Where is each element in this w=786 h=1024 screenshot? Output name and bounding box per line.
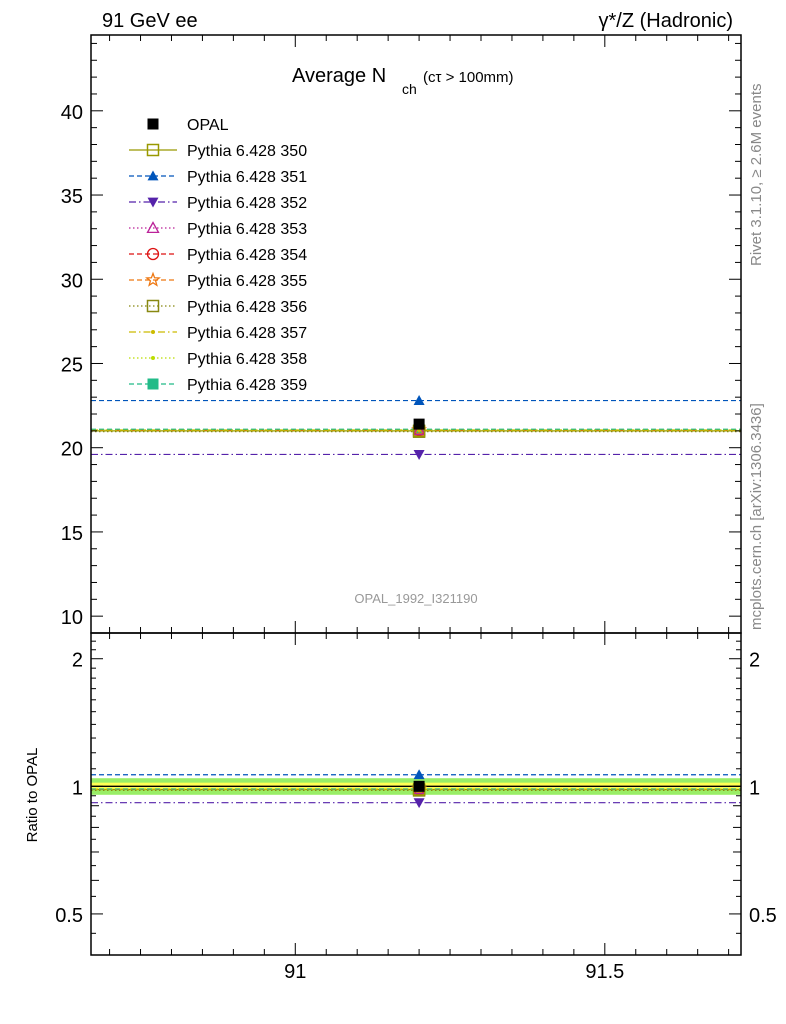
xtick-label: 91.5 [585,961,624,983]
legend-marker [147,170,159,181]
legend-marker [151,356,155,360]
ratio-ytick-label-left: 1 [72,777,83,799]
main-ytick-label: 35 [61,186,83,208]
legend-label: Pythia 6.428 358 [187,351,307,368]
ratio-ytick-label-left: 2 [72,650,83,672]
main-ytick-label: 40 [61,102,83,124]
ratio-ytick-label-left: 0.5 [55,905,83,927]
legend-marker [146,299,160,313]
series-2-main-marker [413,395,425,405]
ratio-panel-frame [90,632,742,956]
series-0-main-marker [413,418,425,430]
legend-marker [147,118,159,130]
legend-label: Pythia 6.428 355 [187,273,307,290]
series-3-ratio-marker [413,798,425,809]
analysis-watermark: OPAL_1992_I321190 [354,591,477,606]
title-subscript: ch [402,81,417,97]
legend-item: Pythia 6.428 359 [129,377,307,394]
ratio-ytick-label-right: 0.5 [749,905,777,927]
series-markers [411,395,428,809]
legend: OPAL Pythia 6.428 350 Pythia 6.428 351 Pyth… [129,117,307,394]
legend-marker [147,378,159,390]
legend-item: Pythia 6.428 350 [129,143,307,160]
legend-label: OPAL [187,117,229,134]
axis-ticks [91,35,741,956]
plot-frames [90,34,742,956]
legend-item: Pythia 6.428 353 [129,221,307,238]
legend-item: Pythia 6.428 357 [129,325,307,342]
legend-marker [151,330,155,334]
ratio-ytick-label-right: 1 [749,777,760,799]
legend-item: Pythia 6.428 355 [129,271,307,290]
series-3-main-marker [413,450,425,460]
main-ytick-label: 10 [61,607,83,629]
legend-item: Pythia 6.428 358 [129,351,307,368]
legend-marker [146,143,160,157]
main-ytick-label: 15 [61,523,83,545]
ratio-y-label: Ratio to OPAL [24,748,41,843]
legend-marker [146,247,160,261]
legend-item: Pythia 6.428 354 [129,247,307,264]
legend-label: Pythia 6.428 359 [187,377,307,394]
legend-label: Pythia 6.428 354 [187,247,307,264]
legend-item: Pythia 6.428 351 [129,169,307,186]
title-condition: (cτ > 100mm) [423,69,514,86]
axis-tick-labels: 10 15 20 25 30 35 40 91 91.5 0.5 0.5 1 1 2 2 [55,102,777,983]
legend-label: Pythia 6.428 353 [187,221,307,238]
main-ytick-label: 30 [61,270,83,292]
main-ytick-label: 25 [61,354,83,376]
ratio-ytick-label-right: 2 [749,650,760,672]
header-left: 91 GeV ee [102,10,198,32]
mcplots-text: mcplots.cern.ch [arXiv:1306.3436] [748,403,765,630]
legend-marker [145,271,161,287]
legend-item: Pythia 6.428 356 [129,299,307,316]
legend-label: Pythia 6.428 351 [187,169,307,186]
legend-label: Pythia 6.428 350 [187,143,307,160]
series-0-ratio-marker [413,780,425,792]
rivet-version-text: Rivet 3.1.10, ≥ 2.6M events [748,84,765,267]
legend-label: Pythia 6.428 352 [187,195,307,212]
legend-label: Pythia 6.428 357 [187,325,307,342]
legend-item: OPAL [147,117,229,134]
legend-marker [147,197,159,208]
title-main: Average N [292,65,386,87]
legend-item: Pythia 6.428 352 [129,195,307,212]
legend-label: Pythia 6.428 356 [187,299,307,316]
xtick-label: 91 [284,961,306,983]
legend-marker [146,221,160,234]
main-ytick-label: 20 [61,439,83,461]
chart-title: Average N [292,65,386,87]
series-2-ratio-marker [413,769,425,780]
header-right: γ*/Z (Hadronic) [599,10,733,32]
